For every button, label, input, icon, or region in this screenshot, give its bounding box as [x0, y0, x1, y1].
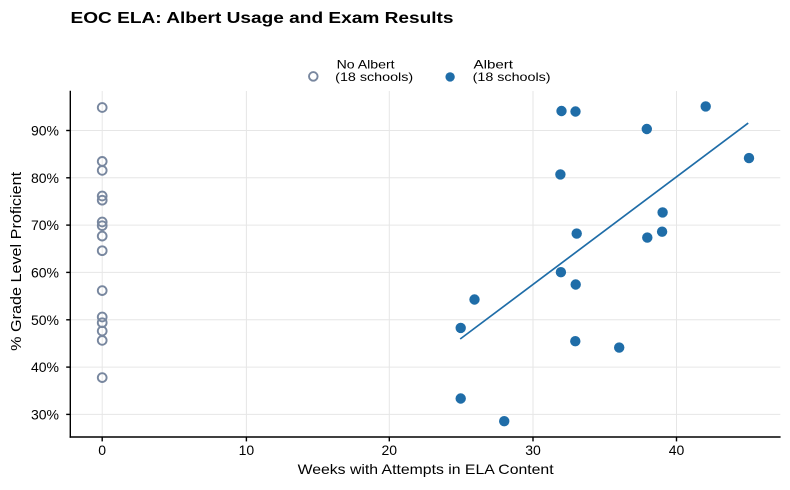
svg-text:40%: 40%: [31, 359, 59, 375]
svg-text:40: 40: [669, 442, 685, 458]
svg-text:% Grade Level Proficient: % Grade Level Proficient: [8, 171, 25, 351]
svg-text:30%: 30%: [31, 406, 59, 422]
svg-text:50%: 50%: [31, 312, 59, 328]
svg-text:No Albert: No Albert: [337, 57, 396, 71]
svg-text:(18 schools): (18 schools): [335, 70, 413, 84]
svg-text:30: 30: [525, 442, 541, 458]
svg-text:(18 schools): (18 schools): [473, 70, 551, 84]
svg-text:10: 10: [239, 442, 255, 458]
svg-text:90%: 90%: [31, 123, 59, 139]
svg-text:70%: 70%: [31, 217, 59, 233]
svg-text:0: 0: [98, 442, 106, 458]
svg-text:60%: 60%: [31, 264, 59, 280]
svg-text:80%: 80%: [31, 170, 59, 186]
svg-text:EOC ELA: Albert Usage and Exam: EOC ELA: Albert Usage and Exam Results: [71, 10, 454, 27]
svg-text:Albert: Albert: [474, 57, 514, 71]
svg-text:20: 20: [382, 442, 398, 458]
svg-text:Weeks with Attempts in ELA Con: Weeks with Attempts in ELA Content: [298, 461, 554, 477]
